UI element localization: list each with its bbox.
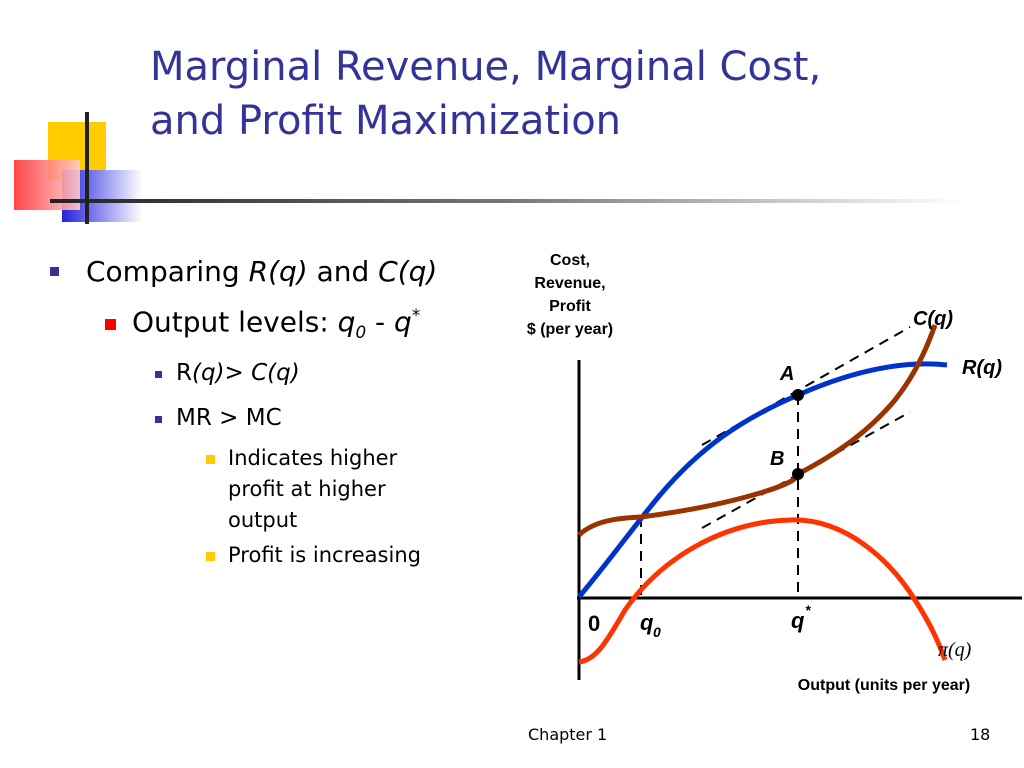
point-b: [792, 468, 804, 480]
revenue-curve: [577, 361, 948, 599]
slide-title: Marginal Revenue, Marginal Cost, and Pro…: [150, 40, 821, 148]
y-axis-label-line: Profit: [549, 298, 591, 315]
q0-label: q 0: [640, 610, 661, 640]
bullet-marker: [206, 455, 215, 464]
footer-chapter: Chapter 1: [528, 725, 608, 744]
deco-rule: [50, 199, 965, 203]
qstar-label-sup: *: [805, 602, 811, 618]
profit-curve-label: π(q): [938, 639, 972, 661]
origin-label: 0: [588, 611, 600, 636]
q0-label-sub: 0: [653, 624, 661, 640]
y-axis-label-line: Cost,: [550, 252, 590, 269]
deco-vertical-bar: [85, 112, 89, 224]
profit-curve: [578, 517, 948, 665]
y-axis-label: Cost, Revenue, Profit $ (per year): [527, 252, 613, 338]
qstar-label: q *: [791, 602, 811, 633]
title-line-2: and Profit Maximization: [150, 98, 622, 144]
bullet-marker: [155, 371, 162, 378]
x-axis-label: Output (units per year): [798, 677, 970, 694]
bullet-marker: [105, 319, 116, 330]
footer-page-number: 18: [970, 725, 991, 744]
y-axis-label-line: $ (per year): [527, 321, 613, 338]
q0-label-main: q: [640, 610, 654, 635]
cost-curve-label: C(q): [913, 308, 953, 330]
qstar-label-main: q: [791, 608, 805, 633]
y-axis-label-line: Revenue,: [534, 275, 605, 292]
cost-curve: [577, 324, 938, 537]
point-a: [792, 389, 804, 401]
title-line-1: Marginal Revenue, Marginal Cost,: [150, 44, 822, 90]
bullet-marker: [50, 267, 59, 276]
point-a-label: A: [779, 363, 794, 385]
point-b-label: B: [770, 448, 784, 470]
bullet-marker: [155, 416, 162, 423]
bullet-marker: [206, 552, 215, 561]
revenue-curve-label: R(q): [962, 357, 1002, 379]
title-decoration: [14, 112, 965, 224]
